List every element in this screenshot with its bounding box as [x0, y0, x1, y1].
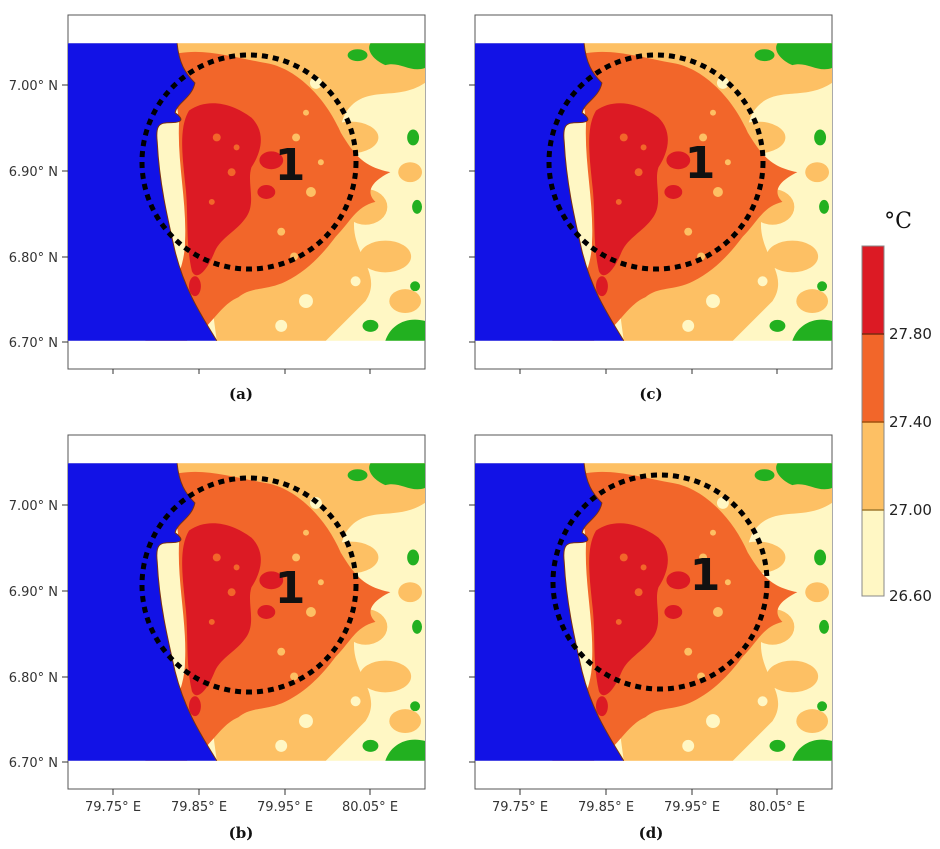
zone-label: 1 [690, 550, 721, 601]
x-tick-label: 80.05° E [342, 800, 398, 815]
colorbar-unit: °C [884, 209, 912, 234]
zone-label: 1 [275, 563, 306, 614]
panel-label: (c) [639, 385, 662, 403]
zone-circle [550, 472, 770, 692]
y-tick-label: 7.00° N [9, 499, 58, 514]
x-tick-label: 79.75° E [85, 800, 141, 815]
x-minor-ticks [112, 84, 778, 763]
x-axis-left: 79.75° E 79.85° E 79.95° E 80.05° E [85, 789, 398, 815]
x-tick-label: 79.95° E [257, 800, 313, 815]
colorbar-band-mild [862, 422, 884, 510]
y-tick-label: 6.80° N [9, 251, 58, 266]
x-tick-label: 79.95° E [664, 800, 720, 815]
zone-label: 1 [275, 140, 306, 191]
y-axis-bottom: 7.00° N 6.90° N 6.80° N 6.70° N [9, 499, 68, 771]
zone-circle [139, 475, 359, 695]
panel-label: (d) [639, 824, 664, 842]
x-tick-label: 79.85° E [578, 800, 634, 815]
y-tick-label: 6.90° N [9, 585, 58, 600]
colorbar: °C 27.80 27.40 27.00 26.60 [861, 209, 932, 605]
y-tick-label: 6.70° N [9, 756, 58, 771]
colorbar-band-hot [862, 246, 884, 334]
map-panel-d: 1 (d) [474, 434, 833, 842]
colorbar-level: 27.80 [889, 325, 932, 343]
zone-label: 1 [685, 138, 716, 189]
colorbar-level: 27.40 [889, 413, 932, 431]
y-axis-top: 7.00° N 6.90° N 6.80° N 6.70° N [9, 79, 68, 351]
panel-label: (a) [229, 385, 253, 403]
map-panel-b: 1 (b) [67, 434, 426, 842]
zone-circle [139, 52, 359, 272]
colorbar-level: 26.60 [889, 587, 932, 605]
colorbar-band-cool [862, 510, 884, 596]
map-panel-a: 1 (a) [67, 14, 426, 403]
x-tick-label: 80.05° E [749, 800, 805, 815]
zone-circle [546, 52, 766, 272]
x-axis-right: 79.75° E 79.85° E 79.95° E 80.05° E [492, 789, 805, 815]
x-tick-label: 79.85° E [171, 800, 227, 815]
y-tick-label: 7.00° N [9, 79, 58, 94]
panel-label: (b) [229, 824, 254, 842]
x-tick-label: 79.75° E [492, 800, 548, 815]
y-tick-label: 6.90° N [9, 165, 58, 180]
colorbar-level: 27.00 [889, 501, 932, 519]
colorbar-band-warm [862, 334, 884, 422]
map-panel-c: 1 (c) [474, 14, 833, 403]
y-tick-label: 6.70° N [9, 336, 58, 351]
y-tick-label: 6.80° N [9, 671, 58, 686]
